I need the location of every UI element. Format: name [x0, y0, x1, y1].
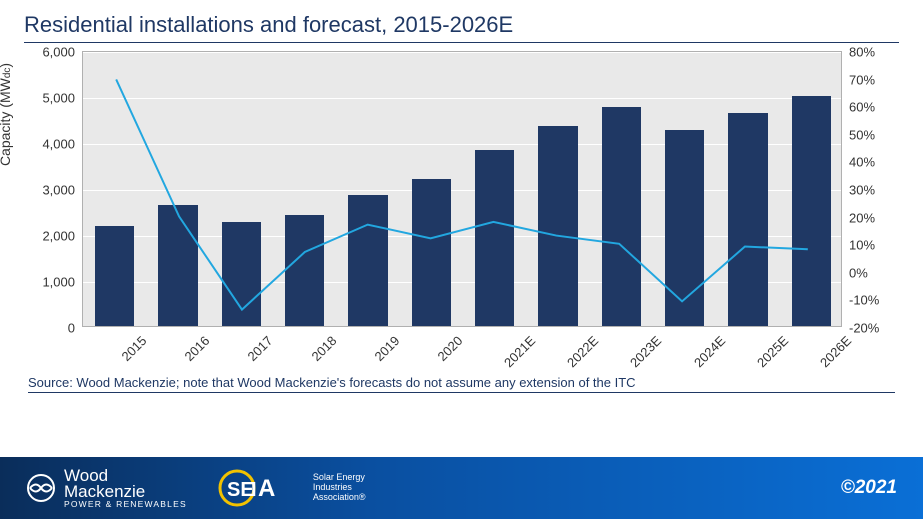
ytick-right: -20%	[849, 321, 895, 336]
y-axis-left: 01,0002,0003,0004,0005,0006,000	[33, 52, 79, 326]
ytick-right: 20%	[849, 210, 895, 225]
y-left-label-prefix: Capacity (MW	[0, 78, 13, 166]
bar	[475, 150, 514, 326]
x-tick-label: 2017	[245, 333, 276, 364]
title-underline	[24, 42, 899, 43]
ytick-right: 80%	[849, 45, 895, 60]
x-tick-label: 2021E	[501, 333, 538, 370]
woodmac-name-2: Mackenzie	[64, 483, 187, 501]
ytick-right: 30%	[849, 183, 895, 198]
bar	[728, 113, 767, 326]
svg-text:I: I	[251, 479, 257, 501]
source-underline	[28, 392, 895, 393]
bar	[348, 195, 387, 326]
ytick-left: 5,000	[29, 91, 75, 106]
bar	[792, 96, 831, 326]
x-tick-label: 2026E	[817, 333, 854, 370]
ytick-left: 0	[29, 321, 75, 336]
ytick-right: 60%	[849, 100, 895, 115]
x-tick-label: 2020	[435, 333, 466, 364]
seia-icon: SE I A	[217, 469, 307, 507]
bar	[95, 226, 134, 326]
ytick-left: 3,000	[29, 183, 75, 198]
x-tick-label: 2025E	[754, 333, 791, 370]
bar	[538, 126, 577, 326]
x-tick-label: 2018	[308, 333, 339, 364]
x-tick-label: 2015	[118, 333, 149, 364]
bar	[222, 222, 261, 326]
y-axis-right: -20%-10%0%10%20%30%40%50%60%70%80%	[845, 52, 891, 326]
svg-text:SE: SE	[227, 479, 254, 501]
ytick-left: 4,000	[29, 137, 75, 152]
source-note: Source: Wood Mackenzie; note that Wood M…	[0, 375, 923, 390]
woodmac-text: Wood Mackenzie POWER & RENEWABLES	[64, 467, 187, 510]
svg-text:A: A	[258, 475, 275, 502]
x-tick-label: 2022E	[564, 333, 601, 370]
slide: Residential installations and forecast, …	[0, 0, 923, 519]
ytick-right: 40%	[849, 155, 895, 170]
ytick-left: 1,000	[29, 275, 75, 290]
ytick-right: 70%	[849, 72, 895, 87]
woodmac-logo: Wood Mackenzie POWER & RENEWABLES	[26, 467, 187, 510]
chart-title: Residential installations and forecast, …	[0, 0, 923, 42]
y-left-label: Capacity (MWdc)	[0, 63, 13, 166]
bar	[158, 205, 197, 326]
x-tick-label: 2024E	[691, 333, 728, 370]
ytick-right: 10%	[849, 238, 895, 253]
ytick-left: 6,000	[29, 45, 75, 60]
bar	[285, 215, 324, 326]
footer-bar: Wood Mackenzie POWER & RENEWABLES SE I A…	[0, 457, 923, 519]
y-left-label-sub: dc	[2, 68, 13, 79]
bar	[665, 130, 704, 326]
bar	[412, 179, 451, 326]
y-left-label-suffix: )	[0, 63, 13, 68]
seia-logo: SE I A Solar Energy Industries Associati…	[217, 469, 366, 507]
ytick-right: 0%	[849, 265, 895, 280]
x-tick-label: 2016	[181, 333, 212, 364]
bar	[602, 107, 641, 326]
chart-container: 01,0002,0003,0004,0005,0006,000 -20%-10%…	[28, 51, 895, 327]
ytick-right: -10%	[849, 293, 895, 308]
seia-line-3: Association®	[313, 493, 366, 503]
x-tick-label: 2023E	[627, 333, 664, 370]
copyright: ©2021	[841, 477, 897, 499]
x-tick-label: 2019	[371, 333, 402, 364]
woodmac-icon	[26, 473, 56, 503]
bars-layer	[83, 52, 841, 326]
ytick-left: 2,000	[29, 229, 75, 244]
woodmac-sub: POWER & RENEWABLES	[64, 500, 187, 509]
ytick-right: 50%	[849, 127, 895, 142]
plot-area: 01,0002,0003,0004,0005,0006,000 -20%-10%…	[82, 51, 842, 327]
seia-text: Solar Energy Industries Association®	[313, 473, 366, 503]
